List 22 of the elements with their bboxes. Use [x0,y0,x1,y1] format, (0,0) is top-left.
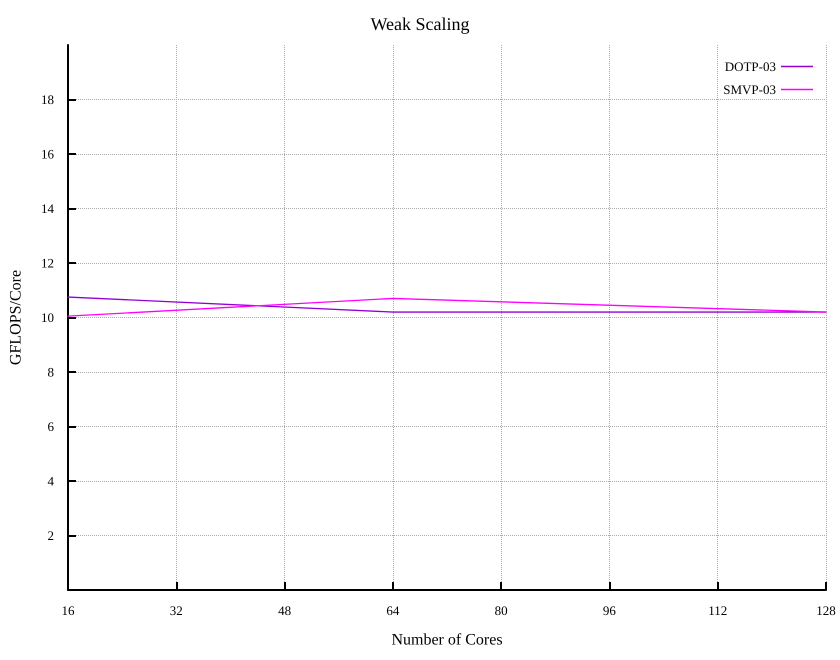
x-tick-label: 64 [386,603,400,618]
x-tick-label: 48 [278,603,292,618]
y-tick-label: 6 [48,419,54,434]
y-tick-label: 2 [48,528,54,543]
y-tick-label: 12 [41,256,54,270]
legend-label: DOTP-03 [724,59,776,74]
x-tick-label: 32 [170,603,183,618]
x-tick-label: 128 [816,603,836,618]
y-tick-label: 18 [41,92,54,107]
y-tick-label: 8 [48,364,54,380]
y-tick-label: 16 [41,146,54,162]
y-axis-title: GFLOPS/Core [8,270,24,366]
x-tick-label: 96 [602,603,616,618]
chart-title: Weak Scaling [370,14,470,34]
x-tick-label: 112 [708,603,728,618]
x-tick-label: 16 [62,603,75,618]
y-tick-label: 14 [41,201,54,216]
y-tick-label: 4 [48,474,54,488]
y-tick-label: 10 [41,310,54,325]
x-tick-label: 80 [494,603,508,618]
x-axis-title: Number of Cores [391,632,503,648]
legend-label: SMVP-03 [723,82,776,97]
